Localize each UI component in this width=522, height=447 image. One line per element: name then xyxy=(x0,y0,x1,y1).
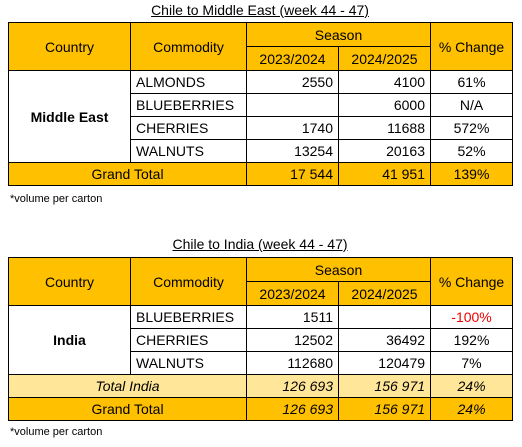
data-row: BLUEBERRIES 6000 N/A xyxy=(9,93,514,117)
header-cell: Country xyxy=(8,22,131,71)
total-value: 156 971 xyxy=(337,374,432,398)
total-value: 156 971 xyxy=(337,397,432,421)
header-cell: 2024/2025 xyxy=(337,46,432,71)
header-cell: 2023/2024 xyxy=(246,46,339,71)
total-value: 41 951 xyxy=(337,162,432,186)
header-row: Country Commodity Season% Change xyxy=(8,257,514,306)
grand-total-row: Grand Total 126 693 156 971 24% xyxy=(8,397,514,421)
commodity-cell: CHERRIES xyxy=(130,328,247,352)
footnote: *volume per carton xyxy=(10,426,103,438)
data-table: Country Commodity Season% Change 2023/2024 2… xyxy=(8,257,514,421)
commodity-cell: CHERRIES xyxy=(130,116,247,140)
total-value: 17 544 xyxy=(246,162,339,186)
value-cell: 1740 xyxy=(246,116,339,140)
total-change: 139% xyxy=(430,162,514,186)
grand-total-row: Grand Total 17 544 41 951 139% xyxy=(8,162,514,186)
value-cell: 20163 xyxy=(337,139,432,163)
change-cell: 7% xyxy=(430,351,514,375)
total-label: Grand Total xyxy=(8,397,247,421)
header-row: 2023/2024 2024/2025 xyxy=(9,281,513,306)
total-label: Total India xyxy=(8,374,247,398)
data-row: Middle East ALMONDS 2550 4100 61% xyxy=(8,70,514,163)
header-cell: % Change xyxy=(430,22,514,71)
commodity-cell: WALNUTS xyxy=(130,139,247,163)
value-cell: 6000 xyxy=(337,93,432,117)
commodity-cell: WALNUTS xyxy=(130,351,247,375)
total-change: 24% xyxy=(430,374,514,398)
total-value: 126 693 xyxy=(246,397,339,421)
value-cell xyxy=(246,93,339,117)
header-cell: 2024/2025 xyxy=(337,281,432,306)
total-change: 24% xyxy=(430,397,514,421)
group-cell: Middle East xyxy=(8,70,131,163)
data-row: WALNUTS 13254 20163 52% xyxy=(9,139,514,163)
data-row: WALNUTS 112680 120479 7% xyxy=(9,351,514,375)
value-cell: 12502 xyxy=(246,328,339,352)
header-row: Country Commodity Season% Change xyxy=(8,22,514,71)
value-cell: 112680 xyxy=(246,351,339,375)
data-table: Country Commodity Season% Change 2023/2024 2… xyxy=(8,22,514,186)
value-cell: 120479 xyxy=(337,351,432,375)
change-cell: 61% xyxy=(430,70,514,94)
value-cell: 4100 xyxy=(337,70,432,94)
value-cell: 1511 xyxy=(246,305,339,329)
change-cell: -100% xyxy=(430,305,514,329)
header-cell: Season xyxy=(245,257,432,282)
header-cell: 2023/2024 xyxy=(246,281,339,306)
value-cell: 11688 xyxy=(337,116,432,140)
data-row: CHERRIES 12502 36492 192% xyxy=(9,328,514,352)
header-cell: Commodity xyxy=(130,257,247,306)
header-cell: Country xyxy=(8,257,131,306)
commodity-cell: ALMONDS xyxy=(130,70,247,94)
header-cell: % Change xyxy=(430,257,514,306)
header-cell: Commodity xyxy=(130,22,247,71)
header-cell: Season xyxy=(245,22,432,47)
table-title: Chile to Middle East (week 44 - 47) xyxy=(151,2,369,18)
data-row: CHERRIES 1740 11688 572% xyxy=(9,116,514,140)
change-cell: N/A xyxy=(430,93,514,117)
change-cell: 572% xyxy=(430,116,514,140)
group-cell: India xyxy=(8,305,131,375)
footnote: *volume per carton xyxy=(10,193,103,205)
value-cell: 36492 xyxy=(337,328,432,352)
commodity-cell: BLUEBERRIES xyxy=(130,305,247,329)
total-value: 126 693 xyxy=(246,374,339,398)
commodity-cell: BLUEBERRIES xyxy=(130,93,247,117)
change-cell: 52% xyxy=(430,139,514,163)
data-row: India BLUEBERRIES 1511 -100% xyxy=(8,305,514,375)
subtotal-row: Total India 126 693 156 971 24% xyxy=(8,374,514,398)
value-cell: 13254 xyxy=(246,139,339,163)
value-cell: 2550 xyxy=(246,70,339,94)
value-cell xyxy=(337,305,432,329)
change-cell: 192% xyxy=(430,328,514,352)
total-label: Grand Total xyxy=(8,162,247,186)
table-title: Chile to India (week 44 - 47) xyxy=(172,236,348,252)
